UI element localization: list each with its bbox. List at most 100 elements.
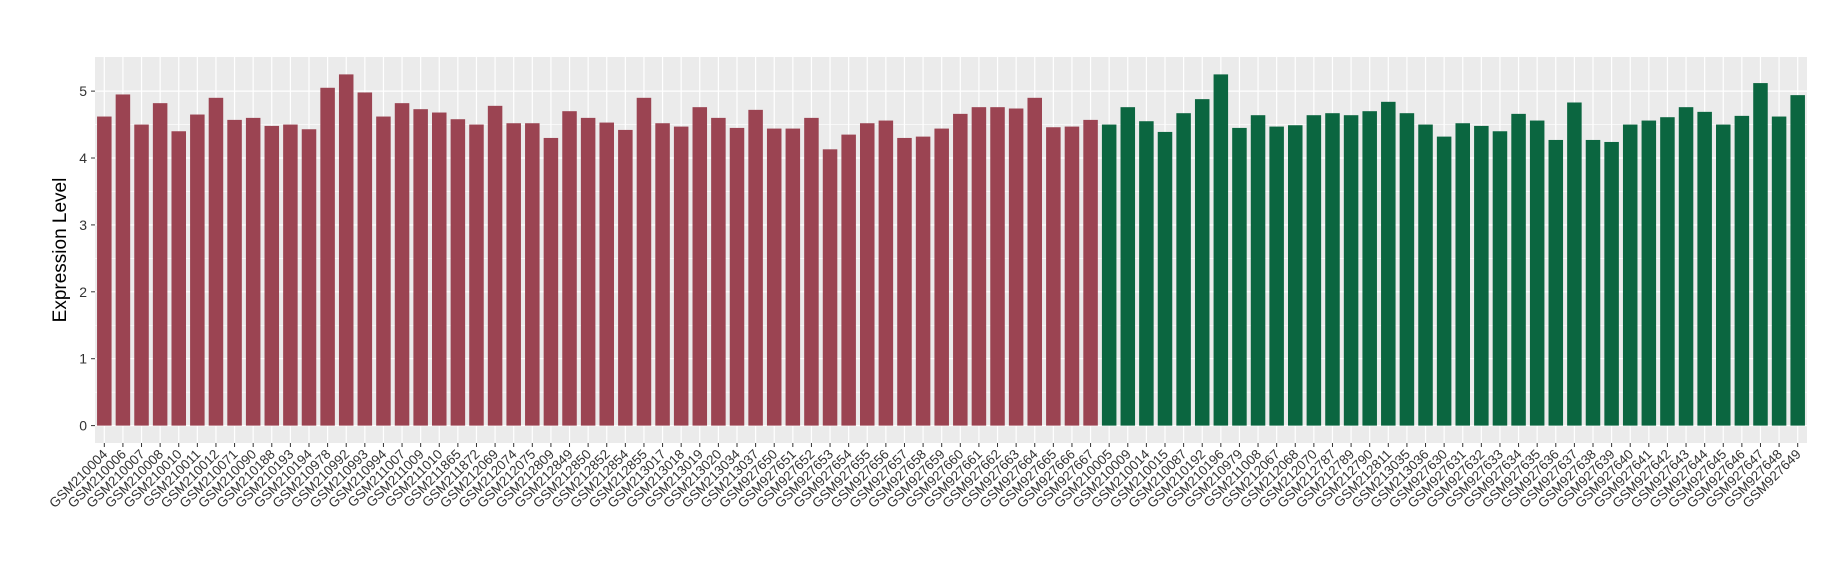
bar (822, 149, 838, 426)
bar (1176, 113, 1191, 426)
y-tick-label: 5 (79, 83, 87, 99)
bar (1008, 108, 1024, 426)
bar (1213, 74, 1229, 426)
bar (878, 120, 894, 426)
bar (804, 117, 819, 426)
bar (1325, 113, 1340, 426)
y-axis-title: Expression Level (50, 178, 71, 323)
bar (953, 113, 968, 426)
bar (1269, 126, 1284, 426)
bar (115, 94, 131, 426)
bar (97, 116, 112, 426)
bar (673, 126, 689, 426)
y-tick-label: 1 (79, 351, 87, 367)
bar (1716, 124, 1731, 426)
bar (1064, 126, 1080, 426)
bar (1734, 115, 1750, 426)
bar (525, 123, 540, 426)
bar (283, 124, 298, 426)
bar (1157, 131, 1173, 426)
bar (1288, 125, 1303, 426)
bar (618, 129, 633, 426)
bar (599, 122, 614, 426)
bar (1120, 107, 1136, 426)
bar (1790, 95, 1805, 426)
bar (1567, 102, 1582, 426)
bar (990, 107, 1005, 426)
bar (1418, 124, 1433, 426)
bar (394, 103, 410, 426)
bar (1511, 113, 1526, 426)
bar (1139, 121, 1154, 426)
bar (562, 111, 577, 426)
bar (1548, 139, 1564, 426)
bar (580, 117, 596, 426)
bar (841, 134, 856, 426)
bar (227, 119, 242, 426)
bar (1083, 119, 1098, 426)
bar (134, 124, 149, 426)
y-tick-label: 3 (79, 217, 87, 233)
bar (1641, 120, 1657, 426)
bar (1678, 107, 1694, 426)
bar (971, 107, 987, 426)
bar (860, 123, 875, 426)
bar (1529, 120, 1545, 426)
bar (301, 129, 317, 426)
bar (711, 117, 726, 426)
bar (785, 128, 801, 426)
bar (1343, 115, 1359, 426)
y-tick-label: 4 (79, 150, 87, 166)
bar (1027, 97, 1042, 426)
bar (413, 109, 428, 426)
bar (1474, 125, 1489, 426)
bar (487, 105, 503, 426)
bar (171, 131, 186, 426)
bar (376, 116, 391, 426)
bar (934, 128, 949, 426)
bar (766, 128, 782, 426)
bar (1101, 124, 1117, 426)
bar (1232, 127, 1247, 426)
bar (245, 117, 261, 426)
bar (469, 124, 484, 426)
bar (338, 74, 354, 426)
bar (1660, 117, 1675, 426)
bar (1399, 113, 1415, 426)
bar (636, 97, 652, 426)
y-tick-label: 0 (79, 418, 87, 434)
bar (450, 119, 466, 426)
bar (1771, 116, 1787, 426)
bar (1585, 139, 1601, 426)
bar (1250, 115, 1266, 426)
bar (897, 137, 912, 426)
bar (655, 123, 670, 426)
bar (1362, 111, 1377, 426)
bar (264, 125, 280, 426)
bar (1381, 101, 1396, 426)
bar (1046, 127, 1061, 426)
bar (543, 137, 559, 426)
bar (692, 107, 708, 426)
bar (432, 112, 447, 426)
bar (1194, 99, 1210, 426)
bar (357, 92, 373, 426)
bar (320, 87, 335, 426)
bar (1306, 115, 1322, 426)
bar (208, 97, 224, 426)
bar (190, 114, 205, 426)
bar (748, 109, 763, 426)
bar (1492, 131, 1508, 426)
bar (1604, 141, 1619, 426)
bar (152, 103, 168, 426)
bar (729, 127, 745, 426)
bar (1622, 124, 1638, 426)
bar (1697, 111, 1712, 426)
bar (915, 136, 931, 426)
bar (506, 123, 521, 426)
bar (1753, 83, 1768, 426)
bar (1455, 123, 1470, 426)
y-tick-label: 2 (79, 284, 87, 300)
bar (1436, 136, 1452, 426)
